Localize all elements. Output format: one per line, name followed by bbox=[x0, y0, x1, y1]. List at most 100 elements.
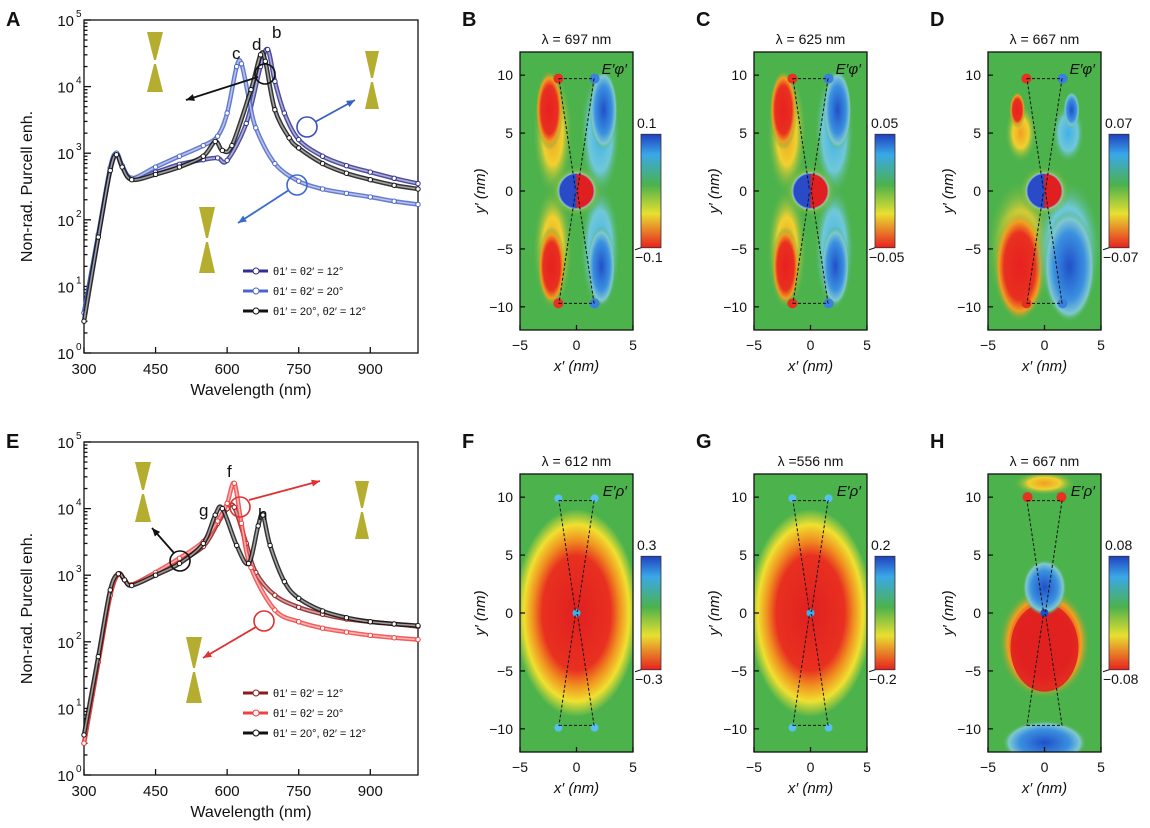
series-point bbox=[319, 160, 326, 167]
nanotip-icon bbox=[199, 207, 215, 273]
y-tick-label: 0 bbox=[973, 183, 981, 199]
x-axis-label: x′ (nm) bbox=[553, 780, 599, 797]
field-map-H: −5 0 5 10 5 0 −5 −10 x′ (nm) y′ (nm) λ = 667 nm E′ρ… bbox=[940, 453, 1139, 797]
arrow-head bbox=[152, 528, 161, 537]
x-tick-label: 300 bbox=[71, 783, 96, 800]
highlight-circle bbox=[253, 610, 275, 632]
colorbar-max-label: 0.08 bbox=[1105, 537, 1132, 553]
series-point bbox=[152, 164, 159, 170]
y-tick-exponent: 1 bbox=[76, 697, 82, 708]
lobe-lower-left-core bbox=[771, 226, 800, 307]
nanotip-icon bbox=[186, 637, 202, 703]
series-point bbox=[248, 86, 254, 93]
y-axis-label: y′ (nm) bbox=[940, 168, 957, 214]
peak-label: h bbox=[258, 505, 267, 524]
legend-label: θ1′ = θ2′ = 20° bbox=[273, 708, 343, 720]
arrow-head bbox=[311, 479, 320, 487]
colorbar-max-label: 0.05 bbox=[871, 115, 898, 131]
y-tick-label: 10 bbox=[57, 768, 74, 785]
series-point bbox=[281, 578, 288, 585]
y-tick-label: 0 bbox=[505, 605, 513, 621]
legend-marker bbox=[252, 307, 260, 315]
series-point bbox=[296, 145, 302, 151]
y-tick-label: 10 bbox=[57, 279, 74, 296]
series-point bbox=[224, 157, 230, 164]
series-point bbox=[343, 162, 350, 169]
colorbar-tick bbox=[1102, 247, 1110, 251]
y-axis-label: y′ (nm) bbox=[472, 168, 489, 214]
colorbar-max-label: 0.1 bbox=[637, 115, 657, 131]
lobe-lower-right-core bbox=[821, 226, 850, 307]
tip-corner-hotspot bbox=[589, 298, 600, 309]
x-tick-label: 0 bbox=[1041, 337, 1049, 353]
arrow-shaft bbox=[185, 76, 259, 101]
series-point bbox=[248, 564, 254, 571]
colorbar-min-label: −0.08 bbox=[1103, 671, 1139, 687]
series-line bbox=[81, 50, 419, 322]
tip-corner-hotspot bbox=[590, 723, 599, 732]
lobe-upper-left-core bbox=[1009, 91, 1026, 128]
series-point bbox=[107, 167, 113, 174]
colorbar-tick bbox=[634, 247, 642, 251]
map-title: λ = 625 nm bbox=[776, 31, 846, 47]
series-point bbox=[253, 125, 259, 131]
field-component-label: E′ρ′ bbox=[603, 483, 628, 500]
y-tick-label: 10 bbox=[57, 146, 74, 163]
tip-upper bbox=[186, 637, 202, 668]
tip-upper bbox=[355, 481, 369, 508]
center-ring bbox=[791, 172, 830, 210]
y-axis-label: Non-rad. Purcell enh. bbox=[19, 533, 36, 684]
panel-letter-C: C bbox=[696, 9, 710, 31]
series-point bbox=[296, 619, 302, 625]
highlight-circle bbox=[296, 116, 318, 138]
y-tick-exponent: 0 bbox=[76, 764, 82, 775]
tip-outline-lower bbox=[1026, 192, 1063, 304]
series-point bbox=[272, 160, 278, 167]
legend-marker bbox=[252, 709, 260, 717]
lobe-upper-right-core bbox=[823, 69, 852, 150]
panel-letter-B: B bbox=[462, 9, 476, 31]
field-component-label: E′ρ′ bbox=[837, 483, 862, 500]
tip-upper bbox=[135, 462, 151, 490]
x-tick-label: 750 bbox=[286, 361, 311, 378]
y-tick-exponent: 4 bbox=[76, 498, 82, 509]
series-point bbox=[115, 571, 122, 577]
tip-corner-hotspot bbox=[553, 298, 564, 309]
arrow-head bbox=[203, 650, 212, 658]
series-point bbox=[391, 635, 397, 641]
series-line bbox=[81, 502, 419, 744]
legend-marker bbox=[252, 729, 260, 737]
arrow-shaft bbox=[248, 480, 321, 501]
y-tick-label: −10 bbox=[489, 299, 513, 315]
annotation-arrow bbox=[202, 626, 257, 659]
colorbar bbox=[640, 555, 662, 671]
peak-label: c bbox=[232, 44, 241, 63]
center-red-half bbox=[1044, 173, 1063, 209]
series-point bbox=[415, 636, 421, 643]
series-point bbox=[121, 577, 128, 583]
arrow-head bbox=[186, 94, 195, 101]
colorbar bbox=[1108, 555, 1130, 671]
y-tick-exponent: 3 bbox=[76, 564, 82, 575]
field-component-label: E′φ′ bbox=[836, 61, 863, 78]
series-point bbox=[200, 153, 206, 159]
tip-outline-upper bbox=[792, 78, 829, 190]
series-point bbox=[415, 622, 421, 629]
x-tick-label: 750 bbox=[286, 783, 311, 800]
tip-upper bbox=[199, 207, 215, 238]
series-point bbox=[391, 182, 397, 188]
series-point bbox=[415, 180, 421, 187]
series-point bbox=[286, 135, 292, 141]
x-tick-label: −5 bbox=[980, 759, 996, 775]
series-marker-trace bbox=[83, 503, 419, 744]
highlight-circle bbox=[254, 63, 276, 85]
series-point bbox=[319, 608, 326, 614]
center-blue-half bbox=[1026, 173, 1045, 209]
series-point bbox=[129, 177, 135, 183]
series-point bbox=[200, 142, 206, 149]
annotation-arrow bbox=[237, 189, 290, 224]
y-tick-exponent: 2 bbox=[76, 631, 82, 642]
series-point bbox=[272, 592, 278, 598]
highlight-circle bbox=[169, 550, 191, 572]
